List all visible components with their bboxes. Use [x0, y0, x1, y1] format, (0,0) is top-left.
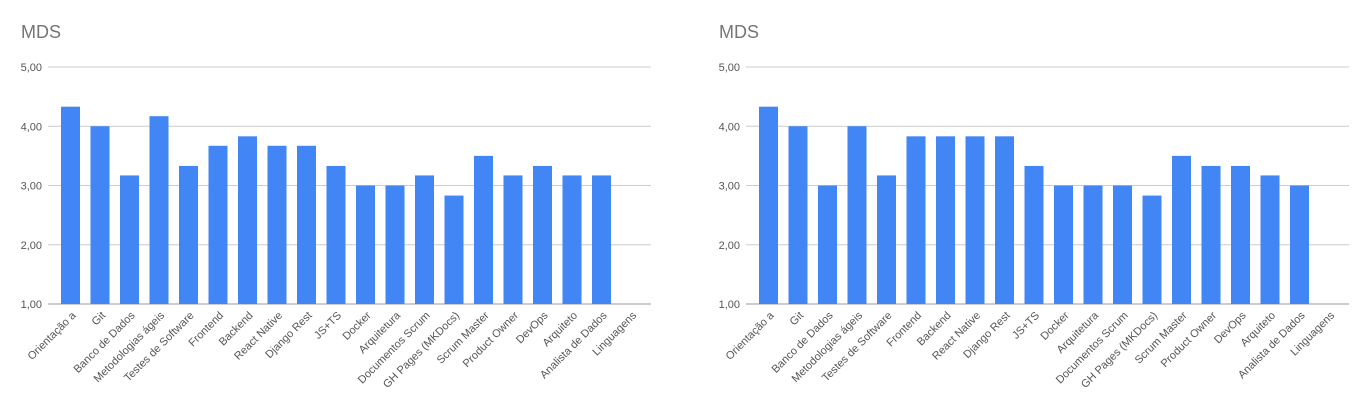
bar	[208, 145, 228, 304]
bar	[61, 106, 80, 304]
bar	[1231, 165, 1250, 304]
bar	[297, 145, 316, 304]
bar	[179, 165, 198, 304]
bar	[1172, 155, 1191, 304]
bar	[474, 155, 493, 304]
y-tick-label: 5,00	[21, 62, 42, 74]
y-tick-label: 2,00	[719, 240, 740, 252]
x-tick-label: JS+TS	[1010, 310, 1042, 342]
bar	[503, 175, 523, 304]
y-tick-label: 1,00	[21, 299, 42, 311]
bar	[238, 136, 257, 304]
bar	[326, 165, 346, 304]
bar	[90, 126, 110, 304]
bar	[818, 185, 837, 304]
bar	[1142, 195, 1162, 304]
bar	[592, 175, 611, 304]
y-tick-label: 2,00	[21, 240, 42, 252]
bar	[847, 126, 867, 304]
bar	[1024, 165, 1044, 304]
y-tick-label: 3,00	[21, 181, 42, 193]
y-tick-label: 1,00	[719, 299, 740, 311]
bar	[759, 106, 778, 304]
bar	[385, 185, 405, 304]
bar	[936, 136, 955, 304]
chart-title: MDS	[21, 22, 61, 42]
chart-title: MDS	[719, 22, 759, 42]
y-tick-label: 5,00	[719, 62, 740, 74]
bar	[906, 136, 926, 304]
bar	[120, 175, 139, 304]
y-tick-label: 4,00	[719, 121, 740, 133]
x-tick-label: Git	[788, 310, 806, 328]
bar	[995, 136, 1014, 304]
bar	[149, 116, 169, 305]
bar	[877, 175, 896, 304]
bar	[444, 195, 464, 304]
bar	[1290, 185, 1309, 304]
y-tick-label: 4,00	[21, 121, 42, 133]
bar	[1201, 165, 1221, 304]
bar	[1260, 175, 1280, 304]
bar	[1054, 185, 1073, 304]
bar	[1083, 185, 1103, 304]
x-tick-label: JS+TS	[312, 310, 344, 342]
bar	[562, 175, 582, 304]
y-tick-label: 3,00	[719, 181, 740, 193]
x-tick-label: Git	[90, 310, 108, 328]
chart-panel-left: MDS 1,00 2,00 3,00 4,00 5,00 Orientação a Git B…	[0, 0, 684, 415]
bar	[533, 165, 552, 304]
bar	[356, 185, 375, 304]
chart-panel-right: MDS 1,00 2,00 3,00 4,00 5,00 Orientação a Git B…	[698, 0, 1369, 415]
bar	[965, 136, 985, 304]
bar	[267, 145, 287, 304]
x-tick-label: Orientação a	[724, 309, 778, 363]
bar	[1113, 185, 1132, 304]
bar	[415, 175, 434, 304]
bar	[788, 126, 808, 304]
x-tick-label: Orientação a	[26, 309, 80, 363]
